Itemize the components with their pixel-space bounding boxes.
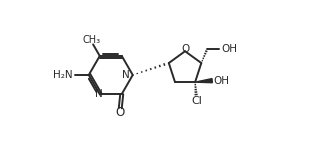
Text: OH: OH bbox=[214, 76, 229, 86]
Text: Cl: Cl bbox=[191, 96, 202, 106]
Text: H₂N: H₂N bbox=[53, 70, 72, 80]
Text: O: O bbox=[115, 106, 125, 119]
Polygon shape bbox=[195, 79, 213, 83]
Text: O: O bbox=[181, 44, 189, 54]
Text: OH: OH bbox=[221, 44, 237, 54]
Text: N: N bbox=[95, 89, 103, 99]
Text: CH₃: CH₃ bbox=[82, 35, 101, 45]
Text: N: N bbox=[122, 70, 130, 80]
